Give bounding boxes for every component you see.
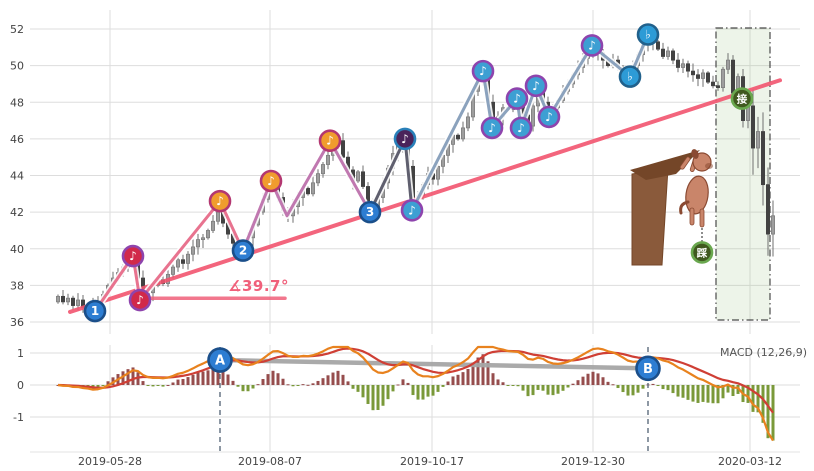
svg-text:1: 1 — [17, 347, 24, 360]
macd-line — [57, 345, 774, 442]
wave-marker[interactable]: ♪ — [505, 87, 529, 110]
svg-text:44: 44 — [10, 170, 24, 183]
wave-marker[interactable]: 接 — [730, 87, 754, 110]
wave-marker[interactable]: ♪ — [580, 34, 604, 57]
wave-marker[interactable]: ♪ — [471, 59, 495, 83]
svg-text:♪: ♪ — [136, 293, 144, 307]
svg-text:38: 38 — [10, 279, 24, 292]
svg-text:1: 1 — [91, 304, 99, 318]
svg-text:2019-05-28: 2019-05-28 — [78, 455, 142, 468]
wave-marker[interactable]: 3 — [358, 200, 382, 224]
macd-point-B[interactable]: B — [635, 355, 661, 382]
wave-marker[interactable]: ♪ — [524, 74, 548, 98]
svg-text:2020-03-12: 2020-03-12 — [718, 455, 782, 468]
svg-text:♪: ♪ — [517, 121, 525, 135]
wave-marker[interactable]: ♪ — [121, 244, 145, 268]
svg-text:50: 50 — [10, 60, 24, 73]
svg-text:♭: ♭ — [645, 27, 651, 41]
macd-indicator-label: MACD (12,26,9) — [720, 346, 808, 359]
svg-text:♪: ♪ — [532, 79, 540, 93]
wave-marker[interactable]: ♪ — [128, 288, 152, 312]
wave-marker[interactable]: ♪ — [393, 127, 417, 151]
svg-text:2019-10-17: 2019-10-17 — [400, 455, 464, 468]
svg-text:2: 2 — [239, 244, 247, 258]
wave-marker[interactable]: 踩 — [690, 241, 714, 264]
svg-text:♪: ♪ — [479, 64, 487, 78]
angle-annotation: ∡39.7° — [228, 277, 289, 295]
svg-text:2019-08-07: 2019-08-07 — [238, 455, 302, 468]
svg-text:40: 40 — [10, 243, 24, 256]
svg-text:52: 52 — [10, 23, 24, 36]
svg-text:-1: -1 — [13, 411, 24, 424]
wave-marker[interactable]: ♭ — [618, 65, 642, 88]
svg-text:踩: 踩 — [697, 246, 708, 259]
svg-text:42: 42 — [10, 206, 24, 219]
macd-panel: AB — [56, 345, 775, 451]
wave-marker[interactable]: ♪ — [318, 129, 342, 153]
wave-marker[interactable]: 1 — [83, 299, 107, 323]
wave-marker[interactable]: ♪ — [208, 189, 232, 213]
wave-marker[interactable]: ♪ — [509, 116, 533, 140]
wave-marker[interactable]: ♪ — [400, 198, 424, 222]
svg-text:♪: ♪ — [267, 174, 275, 188]
macd-point-A[interactable]: A — [207, 347, 233, 373]
macd-trend-line — [217, 357, 651, 371]
wave-marker[interactable]: ♪ — [259, 169, 283, 193]
wave-marker[interactable]: ♪ — [480, 116, 504, 140]
svg-text:A: A — [215, 354, 225, 369]
svg-text:♪: ♪ — [408, 203, 416, 217]
svg-text:46: 46 — [10, 133, 24, 146]
svg-text:3: 3 — [366, 205, 374, 219]
svg-text:♪: ♪ — [129, 249, 137, 263]
svg-text:接: 接 — [737, 93, 748, 106]
svg-text:♪: ♪ — [513, 92, 521, 106]
wave-marker[interactable]: ♭ — [636, 23, 660, 46]
svg-text:♪: ♪ — [216, 194, 224, 208]
svg-text:♭: ♭ — [627, 70, 633, 84]
wave-marker[interactable]: ♪ — [537, 105, 561, 129]
svg-text:B: B — [643, 362, 653, 377]
svg-text:♪: ♪ — [326, 134, 334, 148]
wave-marker[interactable]: 2 — [231, 239, 255, 262]
svg-text:♪: ♪ — [401, 132, 409, 146]
svg-text:♪: ♪ — [588, 38, 596, 52]
svg-text:36: 36 — [10, 316, 24, 329]
svg-text:♪: ♪ — [488, 121, 496, 135]
dog-cliff-illustration — [630, 149, 713, 266]
axis-labels: 36 38 40 42 44 46 48 50 52 1 0 -1 2019-05-28 2019-08-… — [10, 23, 782, 468]
trend-line — [68, 78, 782, 314]
signal-line — [57, 347, 774, 414]
svg-text:0: 0 — [17, 379, 24, 392]
svg-text:2019-12-30: 2019-12-30 — [561, 455, 625, 468]
svg-text:48: 48 — [10, 96, 24, 109]
svg-text:♪: ♪ — [545, 110, 553, 124]
